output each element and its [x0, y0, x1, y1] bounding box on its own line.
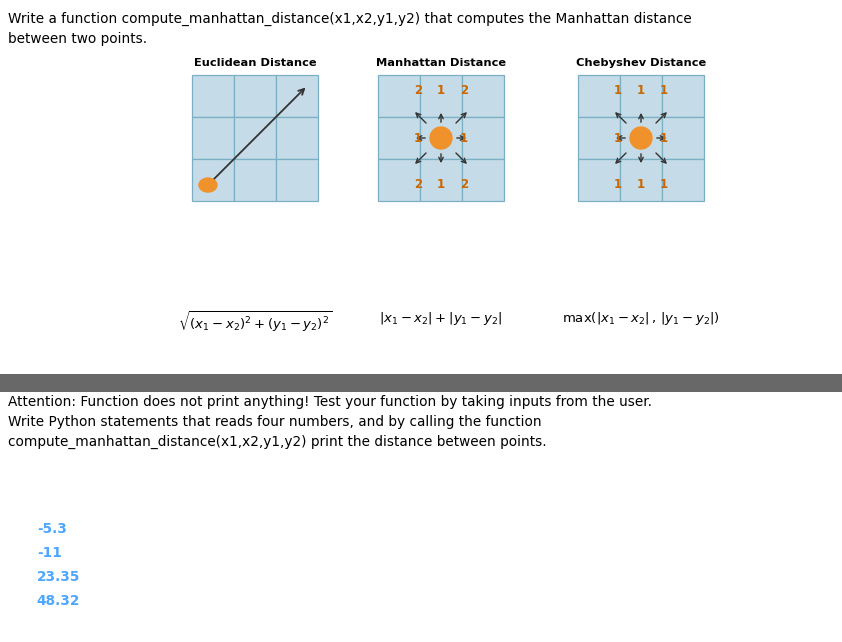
Text: $|x_1 - x_2| + |y_1 - y_2|$: $|x_1 - x_2| + |y_1 - y_2|$ [380, 310, 503, 327]
Text: Part-4:: Part-4: [8, 498, 61, 512]
Text: 1: 1 [660, 85, 669, 98]
Bar [276, 159, 318, 201]
Bar [234, 159, 276, 201]
Text: 2: 2 [460, 178, 468, 191]
Text: The Manhattan distance (-5.3,-11) to (23.35,48.32) : 87.97: The Manhattan distance (-5.3,-11) to (23… [8, 618, 460, 632]
Text: Chebyshev Distance: Chebyshev Distance [576, 58, 706, 68]
Bar [378, 117, 420, 159]
Text: -5.3: -5.3 [37, 522, 67, 536]
Text: 2: 2 [413, 85, 422, 98]
Bar [192, 159, 234, 201]
Text: 48.32: 48.32 [37, 594, 80, 608]
Text: Y1:: Y1: [8, 546, 38, 560]
Bar [662, 75, 704, 117]
Text: Attention: Function does not print anything! Test your function by taking inputs: Attention: Function does not print anyth… [8, 395, 652, 449]
Text: between two points.: between two points. [8, 32, 147, 46]
Bar [378, 75, 420, 117]
Text: 1: 1 [660, 132, 669, 144]
Circle shape [430, 127, 452, 149]
Bar [578, 159, 620, 201]
Text: -11: -11 [37, 546, 61, 560]
Bar [192, 117, 234, 159]
Bar [578, 75, 620, 117]
Bar [378, 159, 420, 201]
Text: 2: 2 [413, 178, 422, 191]
Text: 1: 1 [460, 132, 468, 144]
Text: X1:: X1: [8, 522, 38, 536]
Text: X2:: X2: [8, 570, 38, 584]
Bar [462, 117, 504, 159]
Text: 1: 1 [614, 178, 622, 191]
Bar [620, 117, 662, 159]
Text: $\max(|x_1 - x_2|\,,\,|y_1 - y_2|)$: $\max(|x_1 - x_2|\,,\,|y_1 - y_2|)$ [562, 310, 720, 327]
Text: 1: 1 [614, 132, 622, 144]
Bar [420, 117, 462, 159]
Text: 1: 1 [637, 178, 645, 191]
Circle shape [630, 127, 652, 149]
Text: 1: 1 [614, 85, 622, 98]
Bar [192, 75, 234, 117]
Bar [234, 75, 276, 117]
Text: Y2:: Y2: [8, 594, 37, 608]
Text: 1: 1 [437, 178, 445, 191]
Bar [420, 159, 462, 201]
Bar [620, 159, 662, 201]
Bar [276, 75, 318, 117]
Text: 2: 2 [460, 85, 468, 98]
Text: 1: 1 [660, 178, 669, 191]
Bar [662, 159, 704, 201]
Text: 1: 1 [437, 85, 445, 98]
Bar [620, 75, 662, 117]
Text: Manhattan Distance: Manhattan Distance [376, 58, 506, 68]
Text: Write a function compute_manhattan_distance(x1,x2,y1,y2) that computes the Manha: Write a function compute_manhattan_dista… [8, 12, 692, 26]
Bar [462, 159, 504, 201]
Text: Euclidean Distance: Euclidean Distance [194, 58, 317, 68]
Text: 1: 1 [413, 132, 422, 144]
Text: 1: 1 [637, 85, 645, 98]
Bar [462, 75, 504, 117]
Ellipse shape [199, 178, 217, 192]
Bar [420, 75, 462, 117]
Bar [578, 117, 620, 159]
Text: $\sqrt{(x_1 - x_2)^2 + (y_1 - y_2)^2}$: $\sqrt{(x_1 - x_2)^2 + (y_1 - y_2)^2}$ [178, 310, 332, 334]
Bar [276, 117, 318, 159]
Bar [234, 117, 276, 159]
Text: 23.35: 23.35 [37, 570, 80, 584]
Bar [0, 374, 842, 392]
Bar [662, 117, 704, 159]
